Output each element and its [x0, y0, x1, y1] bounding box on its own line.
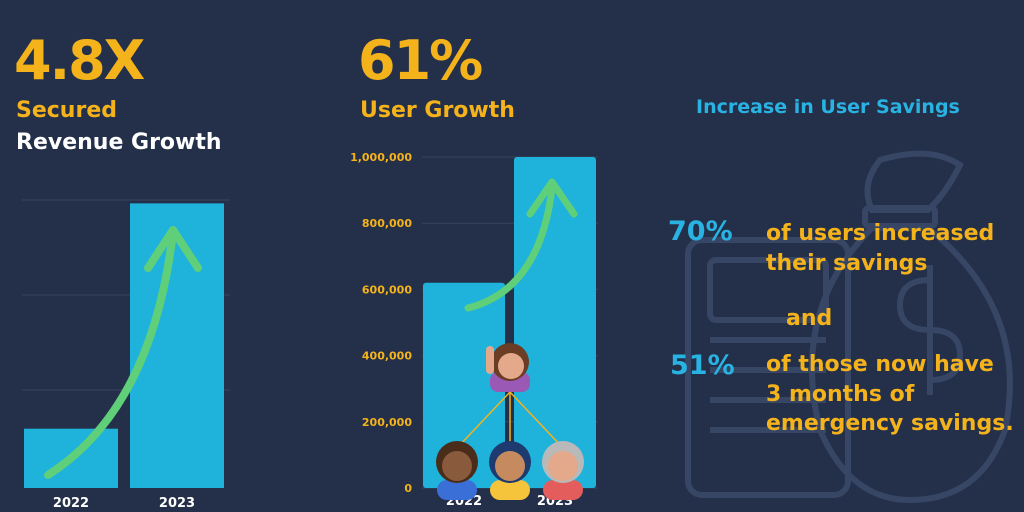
savings-stat1-line1: of users increased: [766, 221, 995, 246]
user-bar-2022: [423, 282, 505, 488]
savings-stat2-text: of those now have 3 months of emergency …: [766, 350, 1014, 439]
revenue-label-secured: Secured: [16, 98, 117, 123]
person-elder-avatar-body: [543, 480, 583, 500]
person-waving-face: [498, 353, 524, 379]
person-elder-avatar-face: [548, 451, 578, 481]
user-network-line: [456, 391, 511, 449]
savings-stat2-line1: of those now have: [766, 352, 994, 377]
person-waving-arm: [486, 346, 494, 374]
user-growth-arrowhead: [526, 178, 578, 218]
user-y-tick-label: 800,000: [362, 217, 412, 230]
user-growth-label: User Growth: [360, 98, 515, 123]
user-bar-chart: 0200,000400,000600,000800,0001,000,00020…: [350, 151, 598, 509]
revenue-label-growth: Revenue Growth: [16, 130, 222, 155]
user-bar-2023: [514, 157, 596, 488]
savings-title: Increase in User Savings: [696, 96, 960, 118]
savings-stat1-line2: their savings: [766, 250, 928, 276]
savings-stat2-line3: emergency savings.: [766, 411, 1014, 437]
revenue-x-label-2022: 2022: [53, 496, 89, 511]
user-y-tick-label: 400,000: [362, 350, 412, 363]
user-y-tick-label: 0: [404, 482, 412, 495]
user-y-tick-label: 600,000: [362, 283, 412, 296]
savings-stat2-line2: 3 months of: [766, 381, 915, 407]
savings-stat1-text: of users increased their savings: [766, 219, 994, 278]
revenue-x-label-2023: 2023: [159, 496, 195, 511]
savings-stat2-percent: 51%: [670, 350, 735, 381]
revenue-multiplier: 4.8X: [14, 29, 145, 92]
person-woman-avatar-face: [442, 451, 472, 481]
user-y-tick-label: 1,000,000: [350, 151, 412, 164]
person-woman-avatar-body: [437, 480, 477, 500]
user-growth-percent: 61%: [358, 29, 483, 92]
revenue-growth-arrowhead: [144, 226, 202, 272]
savings-connector: and: [786, 306, 833, 331]
user-growth-arrow: [464, 184, 556, 312]
savings-stat1-percent: 70%: [668, 216, 733, 247]
person-man-avatar-body: [490, 480, 530, 500]
user-y-tick-label: 200,000: [362, 416, 412, 429]
user-network-line: [509, 391, 564, 449]
money-bag-illustration: [685, 150, 1013, 504]
person-man-avatar-face: [495, 451, 525, 481]
revenue-bar-chart: 2022 2023: [22, 199, 230, 511]
revenue-growth-arrow: [44, 236, 176, 479]
